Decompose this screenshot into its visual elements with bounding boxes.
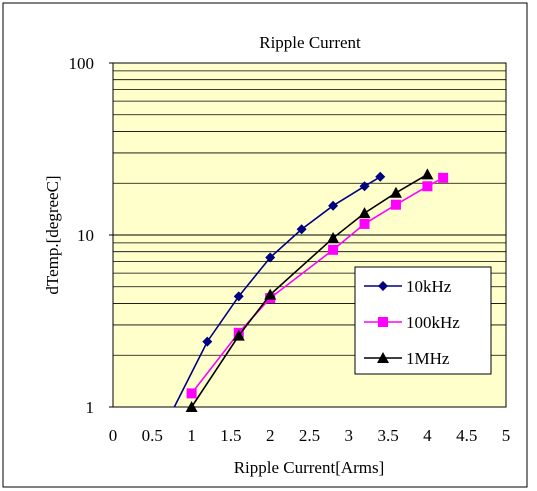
x-tick-label: 5: [502, 426, 511, 445]
x-tick-label: 2: [266, 426, 275, 445]
data-point: [296, 224, 307, 235]
series-1MHz: [185, 168, 434, 412]
x-axis-label: Ripple Current[Arms]: [234, 458, 385, 477]
x-tick-label: 0: [109, 426, 118, 445]
data-point: [359, 218, 370, 229]
legend-label: 100kHz: [406, 313, 460, 332]
series-layer: [173, 168, 449, 412]
x-tick-label: 3.5: [377, 426, 398, 445]
data-point: [265, 252, 276, 263]
data-point: [390, 199, 401, 210]
chart-title: Ripple Current: [259, 33, 361, 52]
x-tick-label: 0.5: [142, 426, 163, 445]
x-tick-label: 4: [423, 426, 432, 445]
data-point: [233, 291, 244, 302]
series-line: [173, 176, 381, 408]
y-tick-label: 1: [86, 398, 95, 417]
y-axis-ticks: 1 10 100: [69, 54, 113, 417]
data-point: [328, 244, 339, 255]
x-axis-ticks: 0 0.5 1 1.5 2 2.5 3 3.5 4 4.5 5: [109, 426, 511, 445]
data-point: [422, 181, 433, 192]
series-10kHz: [173, 171, 386, 408]
data-point: [421, 168, 434, 180]
data-point: [264, 288, 277, 300]
legend: 10kHz 100kHz 1MHz: [354, 266, 492, 375]
data-point: [389, 186, 402, 198]
legend-box: [354, 266, 492, 375]
y-tick-label: 100: [69, 54, 95, 73]
data-point: [186, 388, 197, 399]
data-point: [328, 200, 339, 211]
data-point: [327, 232, 340, 244]
legend-label: 10kHz: [406, 277, 452, 296]
data-point: [375, 171, 386, 182]
y-tick-label: 10: [77, 226, 94, 245]
legend-marker: [378, 317, 388, 327]
legend-label: 1MHz: [406, 349, 450, 368]
legend-marker: [378, 281, 388, 291]
y-axis-label: dTemp.[degreeC]: [43, 175, 62, 294]
x-tick-label: 2.5: [299, 426, 320, 445]
x-tick-label: 3: [345, 426, 354, 445]
series-line: [190, 177, 444, 394]
legend-marker: [377, 352, 389, 363]
data-point: [358, 207, 371, 219]
x-tick-label: 4.5: [456, 426, 477, 445]
x-tick-label: 1.5: [220, 426, 241, 445]
x-tick-label: 1: [187, 426, 196, 445]
data-point: [438, 172, 449, 183]
data-point: [359, 181, 370, 192]
data-point: [232, 329, 245, 341]
data-point: [185, 401, 198, 412]
data-point: [202, 336, 213, 347]
